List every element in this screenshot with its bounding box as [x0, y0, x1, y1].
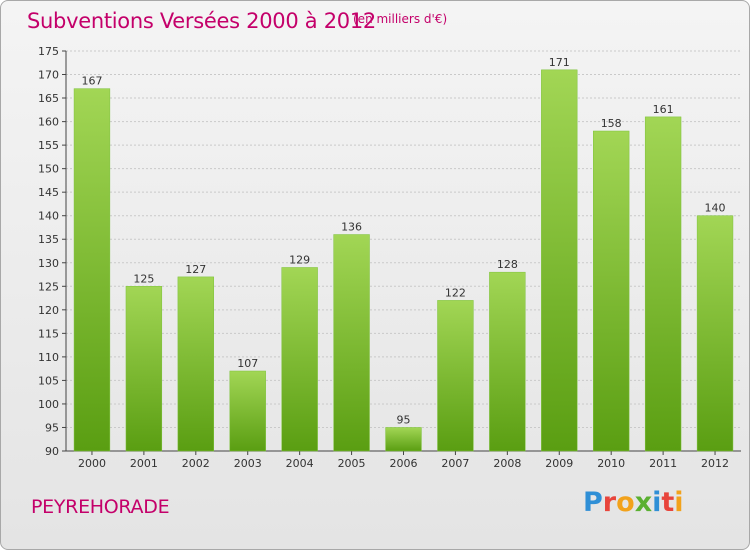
- bar-value-label: 140: [705, 202, 726, 215]
- logo-letter: t: [661, 487, 675, 518]
- bar: [696, 215, 734, 452]
- x-tick-label: 2008: [493, 457, 521, 470]
- y-tick-label: 130: [38, 257, 59, 270]
- logo-letter: o: [616, 487, 635, 518]
- x-tick-label: 2012: [701, 457, 729, 470]
- bar-value-label: 127: [185, 263, 206, 276]
- x-tick-label: 2011: [649, 457, 677, 470]
- bar-value-label: 161: [653, 103, 674, 116]
- logo-letter: P: [583, 487, 603, 518]
- bar-value-label: 95: [397, 413, 411, 426]
- bar: [281, 267, 318, 452]
- logo-letter: r: [602, 487, 617, 518]
- y-tick-label: 160: [38, 116, 59, 129]
- y-tick-label: 110: [38, 351, 59, 364]
- bar-value-label: 128: [497, 258, 518, 271]
- bar: [644, 116, 682, 452]
- y-tick-label: 115: [38, 327, 59, 340]
- bar: [541, 69, 578, 452]
- x-tick-label: 2002: [182, 457, 210, 470]
- y-tick-label: 140: [38, 210, 59, 223]
- bar: [385, 427, 422, 452]
- x-tick-label: 2010: [597, 457, 625, 470]
- x-tick-label: 2004: [286, 457, 314, 470]
- bar-value-label: 129: [289, 253, 310, 266]
- y-tick-label: 120: [38, 304, 59, 317]
- y-tick-label: 125: [38, 280, 59, 293]
- x-tick-label: 2007: [441, 457, 469, 470]
- chart-subtitle: (en milliers d'€): [353, 12, 448, 26]
- bar-value-label: 122: [445, 286, 466, 299]
- axes: [62, 50, 741, 455]
- bar-value-label: 125: [133, 272, 154, 285]
- logo-letter: i: [674, 487, 684, 518]
- bar-value-label: 136: [341, 221, 362, 234]
- x-tick-label: 2009: [545, 457, 573, 470]
- bars: [73, 69, 734, 452]
- grid-lines: [66, 50, 741, 452]
- x-tick-label: 2001: [130, 457, 158, 470]
- bar: [177, 276, 214, 452]
- bar: [73, 88, 111, 452]
- y-tick-label: 175: [38, 45, 59, 58]
- bar-value-label: 107: [237, 357, 258, 370]
- x-tick-label: 2003: [234, 457, 262, 470]
- y-tick-label: 150: [38, 163, 59, 176]
- bar: [437, 300, 474, 452]
- bar: [593, 130, 630, 452]
- y-tick-label: 145: [38, 186, 59, 199]
- logo-letter: i: [652, 487, 662, 518]
- y-tick-label: 100: [38, 398, 59, 411]
- bar: [489, 271, 526, 452]
- proxiti-logo: Proxiti: [583, 487, 684, 518]
- bar-value-label: 171: [549, 56, 570, 69]
- bar-value-label: 158: [601, 117, 622, 130]
- y-tick-label: 90: [45, 445, 59, 458]
- bar: [333, 234, 370, 452]
- y-tick-label: 165: [38, 92, 59, 105]
- bar-value-label: 167: [81, 75, 102, 88]
- y-tick-label: 135: [38, 233, 59, 246]
- bar: [229, 370, 266, 452]
- bar: [125, 286, 163, 452]
- x-tick-label: 2005: [338, 457, 366, 470]
- x-tick-label: 2000: [78, 457, 106, 470]
- y-tick-label: 95: [45, 421, 59, 434]
- y-tick-label: 170: [38, 69, 59, 82]
- chart-title: Subventions Versées 2000 à 2012: [27, 9, 376, 33]
- x-tick-label: 2006: [390, 457, 418, 470]
- logo-letter: x: [634, 487, 653, 518]
- commune-name: PEYREHORADE: [31, 496, 170, 518]
- labels: 90 95 100 105 110 115 120 125 130 135 140 145 150 155…: [38, 45, 729, 470]
- y-tick-label: 155: [38, 139, 59, 152]
- y-tick-label: 105: [38, 374, 59, 387]
